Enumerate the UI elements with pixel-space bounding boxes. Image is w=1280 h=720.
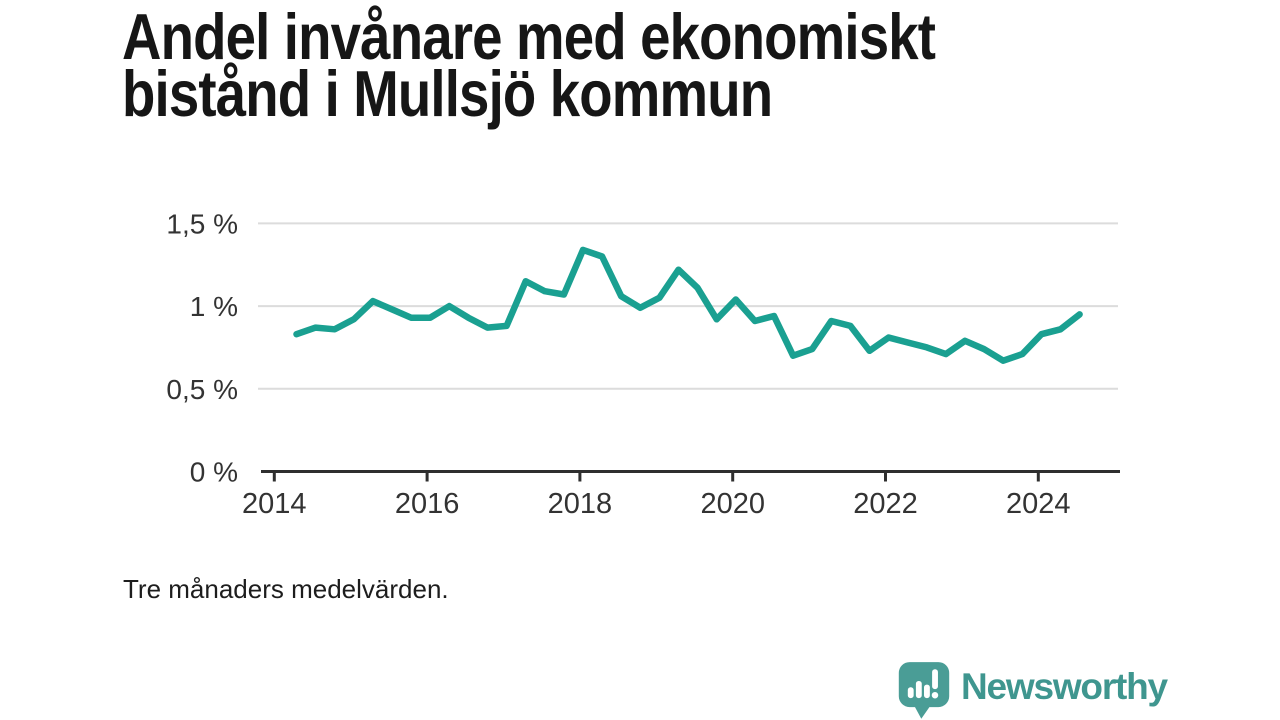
newsworthy-logo-icon xyxy=(898,662,950,719)
logo-exclamation-bar-icon xyxy=(932,669,938,690)
y-axis-tick-label: 0 % xyxy=(190,457,238,488)
x-axis-tick-label: 2018 xyxy=(548,488,613,520)
y-axis-tick-label: 1,5 % xyxy=(166,208,238,239)
x-axis-tick-label: 2016 xyxy=(395,488,460,520)
x-axis-tick-label: 2020 xyxy=(700,488,765,520)
logo-bar-2-icon xyxy=(915,681,922,699)
page-title-line-1: Andel invånare med ekonomiskt xyxy=(122,0,936,73)
newsworthy-logo: Newsworthy xyxy=(897,660,1168,720)
chart-footnote: Tre månaders medelvärden. xyxy=(123,574,449,604)
page-title: Andel invånare med ekonomiskt bistånd i … xyxy=(122,0,936,130)
newsworthy-logo-text: Newsworthy xyxy=(961,666,1168,707)
x-axis-tick-label: 2022 xyxy=(853,488,918,520)
x-axis-tick-label: 2014 xyxy=(242,488,307,520)
y-axis-tick-label: 1 % xyxy=(190,291,238,322)
line-series xyxy=(293,246,1083,364)
logo-bar-1-icon xyxy=(907,687,914,699)
logo-bar-3-icon xyxy=(924,684,930,699)
y-axis-tick-label: 0,5 % xyxy=(166,374,238,405)
page-title-line-2: bistånd i Mullsjö kommun xyxy=(122,57,773,130)
x-axis-tick-label: 2024 xyxy=(1006,488,1071,520)
logo-exclamation-dot-icon xyxy=(931,691,939,699)
